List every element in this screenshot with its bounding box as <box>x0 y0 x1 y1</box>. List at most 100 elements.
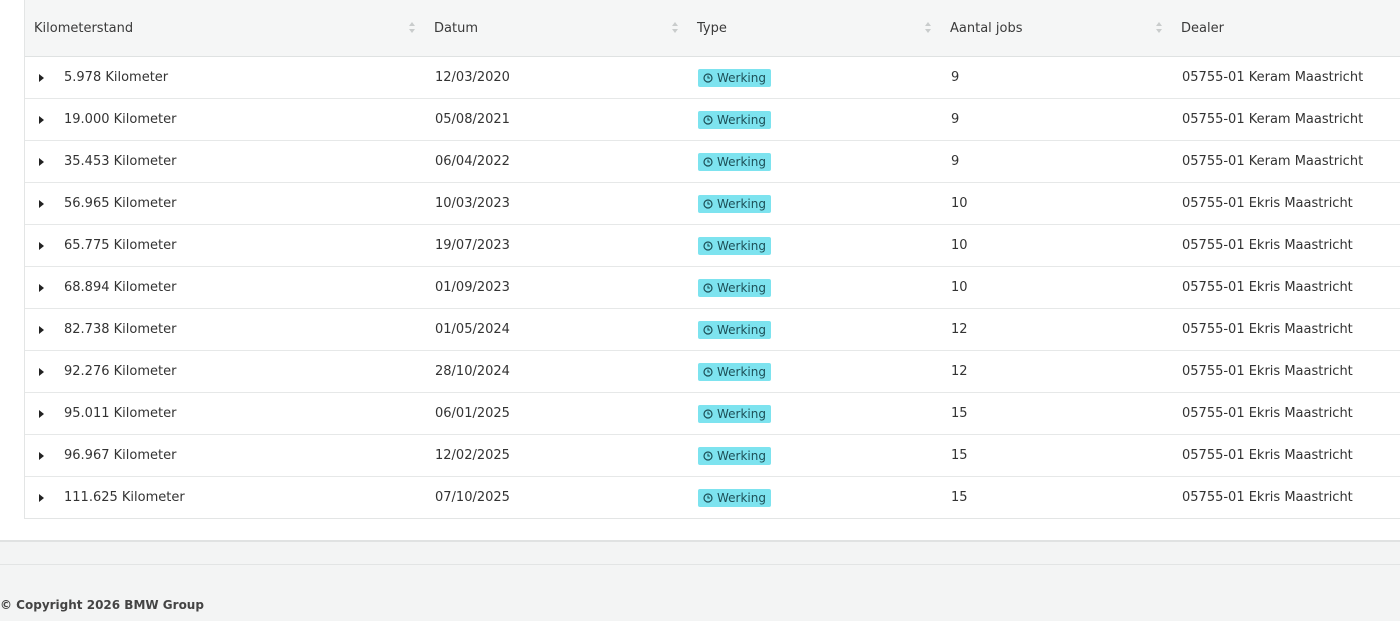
column-header-label: Type <box>697 20 727 36</box>
expand-caret[interactable] <box>39 451 44 460</box>
type-badge: Werking <box>698 488 771 507</box>
cell-text: 05755-01 Ekris Maastricht <box>1182 238 1353 253</box>
table-cell: 56.965 Kilometer <box>25 182 425 225</box>
table-cell: 12/02/2025 <box>425 434 688 477</box>
table-cell: 15 <box>941 477 1172 519</box>
expand-caret[interactable] <box>39 283 44 292</box>
table-cell: 12/03/2020 <box>425 56 688 99</box>
table-cell: 15 <box>941 434 1172 477</box>
type-badge: Werking <box>698 68 771 87</box>
mileage: 5.978 Kilometer <box>64 70 169 85</box>
cell-text: 05755-01 Ekris Maastricht <box>1182 406 1353 421</box>
table-cell: 10 <box>941 266 1172 309</box>
expand-caret[interactable] <box>39 367 44 376</box>
table-cell: 9 <box>941 140 1172 183</box>
table-cell: Werking <box>688 56 941 99</box>
table-cell: 05755-01 Ekris Maastricht <box>1172 182 1400 225</box>
expand-caret[interactable] <box>39 325 44 334</box>
cell-text: 10 <box>951 238 968 253</box>
column-header[interactable]: Datum <box>425 0 688 57</box>
table-cell: Werking <box>688 224 941 267</box>
table-row: 65.775 Kilometer 19/07/2023 Werking 10 05755… <box>25 224 1400 267</box>
expand-caret[interactable] <box>39 73 44 82</box>
column-header[interactable]: Type <box>688 0 941 57</box>
table-row: 19.000 Kilometer 05/08/2021 Werking 9 05755-… <box>25 98 1400 141</box>
table-cell: 05755-01 Ekris Maastricht <box>1172 224 1400 267</box>
type-label: Werking <box>717 196 766 211</box>
clock-icon <box>703 408 713 419</box>
table-cell: 12 <box>941 308 1172 351</box>
expand-caret[interactable] <box>39 199 44 208</box>
table-cell: 07/10/2025 <box>425 477 688 519</box>
type-badge: Werking <box>698 152 771 171</box>
column-header[interactable]: Kilometerstand <box>25 0 425 57</box>
cell-text: 28/10/2024 <box>435 364 510 379</box>
table-cell: 9 <box>941 56 1172 99</box>
table-cell: 82.738 Kilometer <box>25 308 425 351</box>
clock-icon <box>703 72 713 83</box>
type-label: Werking <box>717 364 766 379</box>
type-badge: Werking <box>698 446 771 465</box>
table-row: 82.738 Kilometer 01/05/2024 Werking 12 05755… <box>25 308 1400 351</box>
cell-text: 12 <box>951 364 968 379</box>
table-cell: 05755-01 Ekris Maastricht <box>1172 434 1400 477</box>
expand-caret[interactable] <box>39 115 44 124</box>
cell-text: 01/05/2024 <box>435 322 510 337</box>
column-header[interactable]: Dealer <box>1172 0 1400 57</box>
column-header-label: Dealer <box>1181 20 1224 36</box>
table-cell: 06/04/2022 <box>425 140 688 183</box>
type-label: Werking <box>717 70 766 85</box>
cell-text: 15 <box>951 490 968 505</box>
mileage: 65.775 Kilometer <box>64 238 177 253</box>
table-cell: 65.775 Kilometer <box>25 224 425 267</box>
table-cell: 68.894 Kilometer <box>25 266 425 309</box>
cell-text: 10/03/2023 <box>435 196 510 211</box>
clock-icon <box>703 198 713 209</box>
type-badge: Werking <box>698 404 771 423</box>
expand-caret[interactable] <box>39 157 44 166</box>
cell-text: 12/02/2025 <box>435 448 510 463</box>
table-cell: 06/01/2025 <box>425 392 688 435</box>
table-row: 95.011 Kilometer 06/01/2025 Werking 15 05755… <box>25 392 1400 435</box>
type-label: Werking <box>717 322 766 337</box>
sort-icon[interactable] <box>409 22 415 33</box>
table-cell: 01/05/2024 <box>425 308 688 351</box>
table-row: 56.965 Kilometer 10/03/2023 Werking 10 05755… <box>25 182 1400 225</box>
table-cell: 05755-01 Ekris Maastricht <box>1172 392 1400 435</box>
table-cell: 05755-01 Keram Maastricht <box>1172 140 1400 183</box>
clock-icon <box>703 366 713 377</box>
table-cell: Werking <box>688 140 941 183</box>
column-header[interactable]: Aantal jobs <box>941 0 1172 57</box>
table-cell: 05755-01 Ekris Maastricht <box>1172 477 1400 519</box>
cell-text: 05755-01 Keram Maastricht <box>1182 154 1364 169</box>
table-row: 96.967 Kilometer 12/02/2025 Werking 15 05755… <box>25 434 1400 477</box>
column-header-label: Datum <box>434 20 478 36</box>
table-cell: 111.625 Kilometer <box>25 477 425 519</box>
table-cell: Werking <box>688 308 941 351</box>
type-badge: Werking <box>698 236 771 255</box>
type-badge: Werking <box>698 320 771 339</box>
cell-text: 10 <box>951 196 968 211</box>
footer-area <box>0 540 1400 621</box>
table-row: 35.453 Kilometer 06/04/2022 Werking 9 05755-… <box>25 140 1400 183</box>
cell-text: 07/10/2025 <box>435 490 510 505</box>
sort-icon[interactable] <box>1156 22 1162 33</box>
expand-caret[interactable] <box>39 241 44 250</box>
table-cell: 05755-01 Keram Maastricht <box>1172 98 1400 141</box>
mileage: 92.276 Kilometer <box>64 364 177 379</box>
copyright: © Copyright 2026 BMW Group <box>0 598 204 612</box>
expand-caret[interactable] <box>39 493 44 502</box>
type-badge: Werking <box>698 194 771 213</box>
history-table: Kilometerstand Datum Type Aantal jobs Dealer… <box>25 0 1400 518</box>
clock-icon <box>703 282 713 293</box>
expand-caret[interactable] <box>39 409 44 418</box>
table-row: 92.276 Kilometer 28/10/2024 Werking 12 05755… <box>25 350 1400 393</box>
sort-icon[interactable] <box>672 22 678 33</box>
sort-icon[interactable] <box>925 22 931 33</box>
table-cell: 96.967 Kilometer <box>25 434 425 477</box>
mileage: 95.011 Kilometer <box>64 406 177 421</box>
cell-text: 19/07/2023 <box>435 238 510 253</box>
header-row: Kilometerstand Datum Type Aantal jobs Dealer <box>25 0 1400 57</box>
column-header-label: Aantal jobs <box>950 20 1023 36</box>
